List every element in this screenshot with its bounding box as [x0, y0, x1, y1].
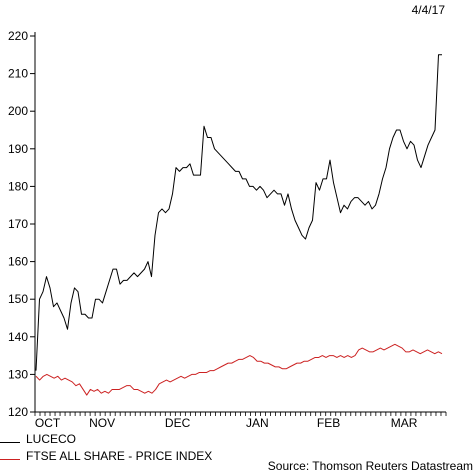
- series-line-ftse: [35, 343, 443, 396]
- legend: LUCECO FTSE ALL SHARE - PRICE INDEX: [0, 430, 212, 464]
- legend-label-ftse: FTSE ALL SHARE - PRICE INDEX: [26, 448, 213, 463]
- x-tick-label: OCT: [35, 416, 61, 430]
- y-tick-label: 180: [8, 179, 28, 193]
- series-line-luceco: [35, 54, 442, 371]
- x-tick-label: FEB: [317, 416, 340, 430]
- axes: [34, 32, 446, 413]
- y-tick-label: 130: [8, 367, 28, 381]
- legend-item-luceco: LUCECO: [0, 430, 212, 447]
- legend-label-luceco: LUCECO: [26, 431, 77, 446]
- y-tick-label: 220: [8, 29, 28, 43]
- legend-swatch-ftse: [0, 459, 20, 460]
- y-tick-label: 140: [8, 330, 28, 344]
- x-tick-label: JAN: [246, 416, 269, 430]
- y-tick-label: 210: [8, 67, 28, 81]
- series-layer: [35, 54, 443, 396]
- y-tick-label: 200: [8, 104, 28, 118]
- y-tick-label: 190: [8, 142, 28, 156]
- x-tick-label: MAR: [391, 416, 418, 430]
- legend-swatch-luceco: [0, 442, 20, 443]
- y-tick-label: 170: [8, 217, 28, 231]
- x-tick-label: DEC: [165, 416, 191, 430]
- y-tick-label: 150: [8, 292, 28, 306]
- date-stamp: 4/4/17: [411, 3, 445, 17]
- source-note: Source: Thomson Reuters Datastream: [267, 459, 473, 473]
- y-tick-label: 160: [8, 255, 28, 269]
- legend-item-ftse: FTSE ALL SHARE - PRICE INDEX: [0, 447, 212, 464]
- y-tick-label: 120: [8, 405, 28, 419]
- y-axis-ticks: 120 130 140 150 160 170 180 190 200 210 220: [8, 29, 35, 419]
- x-tick-label: NOV: [89, 416, 115, 430]
- x-axis-ticks: OCT NOV DEC JAN FEB MAR: [34, 412, 447, 430]
